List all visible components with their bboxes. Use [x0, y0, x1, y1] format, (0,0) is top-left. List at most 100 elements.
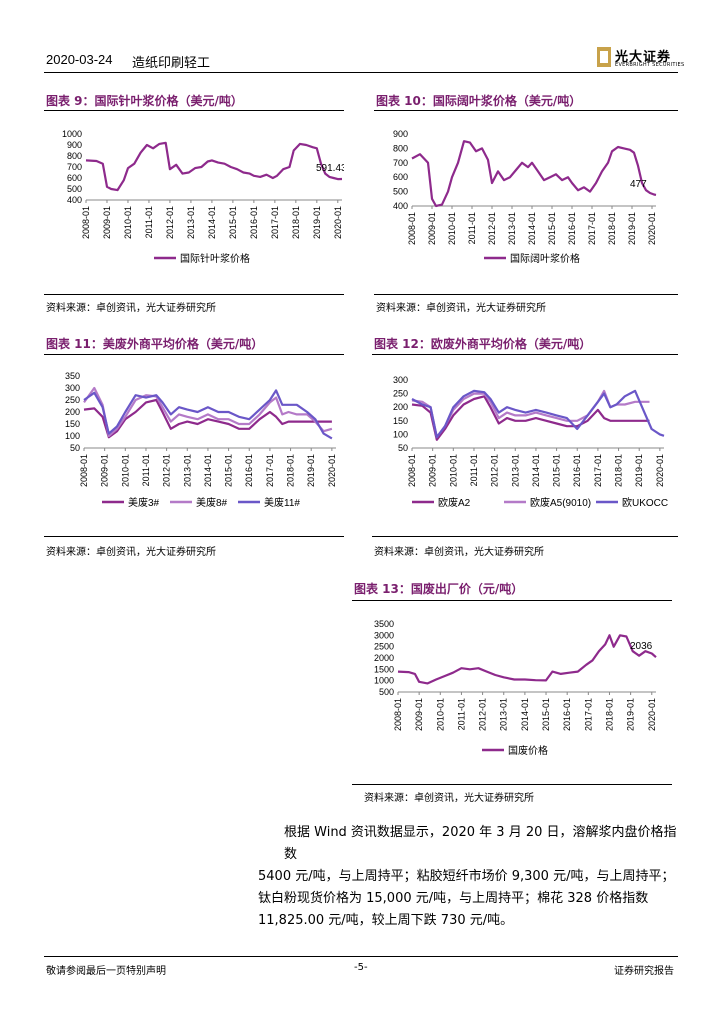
- x-tick-label: 2017-01: [265, 454, 275, 487]
- x-tick-label: 2016-01: [244, 454, 254, 487]
- x-tick-label: 2009-01: [100, 454, 110, 487]
- paragraph-line: 钛白粉现货价格为 15,000 元/吨，与上周持平；棉花 328 价格指数: [258, 891, 649, 906]
- x-tick-label: 2012-01: [165, 206, 175, 239]
- y-tick-label: 900: [393, 129, 408, 139]
- y-tick-label: 600: [393, 172, 408, 182]
- x-tick-label: 2010-01: [123, 206, 133, 239]
- x-tick-label: 2020-01: [333, 206, 343, 239]
- paragraph-line: 根据 Wind 资讯数据显示，2020 年 3 月 20 日，溶解浆内盘价格指数: [284, 825, 677, 862]
- x-tick-label: 2016-01: [567, 212, 577, 245]
- y-tick-label: 50: [398, 443, 408, 453]
- y-tick-label: 50: [70, 443, 80, 453]
- y-tick-label: 2500: [374, 642, 394, 652]
- chart-13-source: 资料来源：卓创资讯，光大证券研究所: [364, 793, 534, 804]
- y-tick-label: 300: [393, 375, 408, 385]
- x-tick-label: 2008-01: [407, 454, 417, 487]
- x-tick-label: 2018-01: [286, 454, 296, 487]
- x-tick-label: 2009-01: [414, 698, 424, 731]
- y-tick-label: 100: [65, 431, 80, 441]
- logo-subtext: EVERBRIGHT SECURITIES: [615, 62, 685, 68]
- paragraph-line: 11,825.00 元/吨，较上周下跌 730 元/吨。: [258, 913, 514, 928]
- series-line: [411, 389, 650, 439]
- y-tick-label: 900: [67, 140, 82, 150]
- y-tick-label: 600: [67, 173, 82, 183]
- series-line: [83, 386, 333, 438]
- x-tick-label: 2017-01: [593, 454, 603, 487]
- y-tick-label: 800: [67, 151, 82, 161]
- x-tick-label: 2016-01: [572, 454, 582, 487]
- brand-logo: 光大证券 EVERBRIGHT SECURITIES: [597, 47, 685, 71]
- header-divider: [44, 72, 678, 73]
- chart-10-bottom-rule: [374, 294, 678, 295]
- y-tick-label: 1000: [62, 129, 82, 139]
- x-tick-label: 2012-01: [487, 212, 497, 245]
- series-line: [411, 140, 657, 208]
- chart-13-bottom-rule: [352, 784, 672, 785]
- legend-label: 国际针叶浆价格: [180, 252, 250, 265]
- chart-9-bottom-rule: [44, 294, 344, 295]
- x-tick-label: 2009-01: [427, 212, 437, 245]
- x-tick-label: 2012-01: [162, 454, 172, 487]
- x-tick-label: 2014-01: [527, 212, 537, 245]
- y-tick-label: 700: [67, 162, 82, 172]
- x-tick-label: 2012-01: [478, 698, 488, 731]
- x-tick-label: 2015-01: [224, 454, 234, 487]
- y-tick-label: 400: [393, 201, 408, 211]
- y-tick-label: 3500: [374, 619, 394, 629]
- y-tick-label: 500: [393, 187, 408, 197]
- y-tick-label: 150: [393, 416, 408, 426]
- x-tick-label: 2011-01: [469, 454, 479, 486]
- y-tick-label: 500: [379, 687, 394, 697]
- legend-label: 欧废A5(9010): [530, 496, 591, 509]
- chart-9-source: 资料来源：卓创资讯，光大证券研究所: [46, 303, 216, 314]
- x-tick-label: 2014-01: [207, 206, 217, 239]
- x-tick-label: 2009-01: [428, 454, 438, 487]
- legend-label: 欧废A2: [438, 496, 471, 509]
- page-number: -5-: [354, 962, 368, 973]
- end-value-label: 477: [630, 179, 647, 190]
- chart-12-top-rule: [372, 354, 678, 355]
- x-tick-label: 2011-01: [141, 454, 151, 486]
- x-tick-label: 2015-01: [541, 698, 551, 731]
- y-tick-label: 250: [65, 395, 80, 405]
- x-tick-label: 2015-01: [228, 206, 238, 239]
- x-tick-label: 2020-01: [647, 212, 657, 245]
- chart-12-bottom-rule: [372, 536, 678, 537]
- y-tick-label: 200: [393, 402, 408, 412]
- x-tick-label: 2014-01: [531, 454, 541, 487]
- y-tick-label: 2000: [374, 653, 394, 663]
- x-tick-label: 2014-01: [203, 454, 213, 487]
- y-tick-label: 150: [65, 419, 80, 429]
- x-tick-label: 2010-01: [448, 454, 458, 487]
- x-tick-label: 2019-01: [634, 454, 644, 487]
- chart-12-title: 图表 12：欧废外商平均价格（美元/吨）: [374, 337, 592, 351]
- x-tick-label: 2012-01: [490, 454, 500, 487]
- x-tick-label: 2020-01: [647, 698, 657, 731]
- chart-11-plot: 50 100 150 200 250 300 350 2008-01 2009-01 2010-0…: [65, 371, 337, 509]
- legend-label: 美废11#: [264, 496, 300, 509]
- x-tick-label: 2019-01: [306, 454, 316, 487]
- series-line: [83, 389, 333, 440]
- footer-divider: [44, 956, 678, 957]
- x-tick-label: 2019-01: [626, 698, 636, 731]
- y-tick-label: 1500: [374, 664, 394, 674]
- x-tick-label: 2008-01: [79, 454, 89, 487]
- y-tick-label: 200: [65, 407, 80, 417]
- x-tick-label: 2013-01: [507, 212, 517, 245]
- x-tick-label: 2009-01: [102, 206, 112, 239]
- legend-label: 欧UKOCC: [622, 497, 668, 509]
- x-tick-label: 2018-01: [291, 206, 301, 239]
- chart-12-plot: 50 100 150 200 250 300 2008-01 2009-01 2010-01 20…: [393, 375, 668, 509]
- chart-11-source: 资料来源：卓创资讯，光大证券研究所: [46, 547, 216, 558]
- x-tick-label: 2020-01: [655, 454, 665, 487]
- y-tick-label: 350: [65, 371, 80, 381]
- chart-11-top-rule: [44, 354, 344, 355]
- x-tick-label: 2018-01: [604, 698, 614, 731]
- series-line: [83, 398, 332, 439]
- chart-11-bottom-rule: [44, 536, 344, 537]
- series-line: [397, 634, 657, 685]
- y-tick-label: 3000: [374, 630, 394, 640]
- x-tick-label: 2018-01: [614, 454, 624, 487]
- chart-13-top-rule: [352, 600, 672, 601]
